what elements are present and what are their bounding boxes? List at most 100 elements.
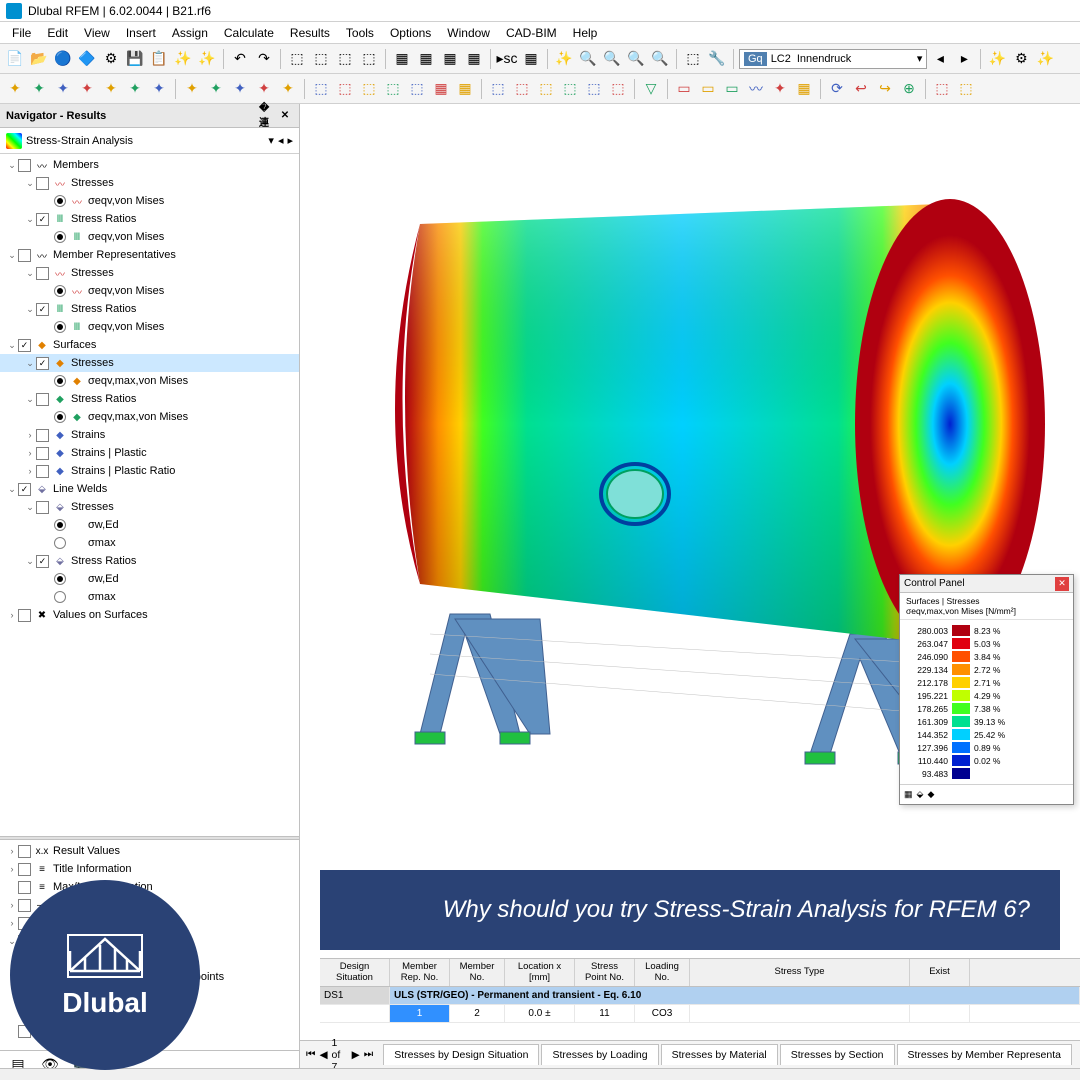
radio[interactable] bbox=[54, 285, 66, 297]
menu-help[interactable]: Help bbox=[565, 26, 606, 40]
toolbar-button[interactable]: ✦ bbox=[124, 78, 146, 100]
tree-item[interactable]: ›✖Values on Surfaces bbox=[0, 606, 299, 624]
toolbar-button[interactable]: ⬚ bbox=[286, 48, 308, 70]
dropdown-icon[interactable]: ▾ bbox=[268, 134, 274, 147]
toolbar-button[interactable]: ✨ bbox=[196, 48, 218, 70]
toolbar-button[interactable]: ⚙ bbox=[100, 48, 122, 70]
tree-item[interactable]: ⌄⬙Stresses bbox=[0, 498, 299, 516]
checkbox[interactable] bbox=[18, 483, 31, 496]
menu-file[interactable]: File bbox=[4, 26, 39, 40]
control-panel[interactable]: Control Panel ✕ Surfaces | Stresses σeqv… bbox=[899, 574, 1074, 805]
toolbar-button[interactable]: ✦ bbox=[4, 78, 26, 100]
toolbar-button[interactable]: ⬚ bbox=[310, 48, 332, 70]
toolbar-button[interactable]: ▦ bbox=[391, 48, 413, 70]
prev-icon[interactable]: ◂ bbox=[278, 134, 284, 147]
radio[interactable] bbox=[54, 591, 66, 603]
tree-item[interactable]: ⌄◆Stress Ratios bbox=[0, 390, 299, 408]
checkbox[interactable] bbox=[18, 609, 31, 622]
checkbox[interactable] bbox=[18, 899, 31, 912]
toolbar-button[interactable]: ✦ bbox=[277, 78, 299, 100]
checkbox[interactable] bbox=[18, 845, 31, 858]
tree-item[interactable]: ◆σeqv,max,von Mises bbox=[0, 372, 299, 390]
toolbar-button[interactable]: ⬚ bbox=[334, 78, 356, 100]
toolbar-button[interactable]: ▭ bbox=[673, 78, 695, 100]
toolbar-button[interactable]: 📂 bbox=[28, 48, 50, 70]
menu-options[interactable]: Options bbox=[382, 26, 439, 40]
toolbar-button[interactable]: ▦ bbox=[454, 78, 476, 100]
tree-item[interactable]: ⌄⬙Line Welds bbox=[0, 480, 299, 498]
cp-tab1-icon[interactable]: ▦ bbox=[904, 789, 913, 800]
toolbar-button[interactable]: ↪ bbox=[874, 78, 896, 100]
toolbar-button[interactable]: ⬚ bbox=[511, 78, 533, 100]
toolbar-button[interactable]: ⬚ bbox=[583, 78, 605, 100]
toolbar-button[interactable]: 🔷 bbox=[76, 48, 98, 70]
control-panel-title[interactable]: Control Panel ✕ bbox=[900, 575, 1073, 593]
toolbar-button[interactable]: 🔍 bbox=[625, 48, 647, 70]
tree-item[interactable]: ⌄⬙Stress Ratios bbox=[0, 552, 299, 570]
toolbar-button[interactable]: ✦ bbox=[181, 78, 203, 100]
toolbar-button[interactable]: ▭ bbox=[697, 78, 719, 100]
tree-item[interactable]: ⌄◆Stresses bbox=[0, 354, 299, 372]
toolbar-button[interactable]: ✦ bbox=[100, 78, 122, 100]
menu-calculate[interactable]: Calculate bbox=[216, 26, 282, 40]
checkbox[interactable] bbox=[36, 429, 49, 442]
table-tab[interactable]: Stresses by Member Representa bbox=[897, 1044, 1072, 1065]
checkbox[interactable] bbox=[18, 249, 31, 262]
toolbar-button[interactable]: ⬚ bbox=[931, 78, 953, 100]
table-tab[interactable]: Stresses by Loading bbox=[541, 1044, 658, 1065]
toolbar-button[interactable]: ⬚ bbox=[310, 78, 332, 100]
toolbar-button[interactable]: ▦ bbox=[430, 78, 452, 100]
checkbox[interactable] bbox=[18, 881, 31, 894]
tree-item[interactable]: ⌄ⅢStress Ratios bbox=[0, 210, 299, 228]
toolbar-button[interactable]: ⬚ bbox=[487, 78, 509, 100]
radio[interactable] bbox=[54, 231, 66, 243]
toolbar-button[interactable]: ✦ bbox=[52, 78, 74, 100]
toolbar-button[interactable]: ↷ bbox=[253, 48, 275, 70]
tree-item[interactable]: ›x.xResult Values bbox=[0, 842, 299, 860]
toolbar-button[interactable]: 🔵 bbox=[52, 48, 74, 70]
menu-cadbim[interactable]: CAD-BIM bbox=[498, 26, 565, 40]
toolbar-button[interactable]: ▦ bbox=[463, 48, 485, 70]
toolbar-button[interactable]: ⬚ bbox=[358, 48, 380, 70]
toolbar-button[interactable]: ✦ bbox=[148, 78, 170, 100]
checkbox[interactable] bbox=[18, 159, 31, 172]
last-page-icon[interactable]: ⏭ bbox=[364, 1048, 373, 1061]
tree-item[interactable]: Ⅲσeqv,von Mises bbox=[0, 228, 299, 246]
tree-item[interactable]: ›◆Strains bbox=[0, 426, 299, 444]
radio[interactable] bbox=[54, 519, 66, 531]
toolbar-button[interactable]: ⬚ bbox=[607, 78, 629, 100]
tree-item[interactable]: ›◆Strains | Plastic bbox=[0, 444, 299, 462]
toolbar-button[interactable]: 〰 bbox=[745, 78, 767, 100]
tree-item[interactable]: ›◆Strains | Plastic Ratio bbox=[0, 462, 299, 480]
tree-item[interactable]: σmax bbox=[0, 588, 299, 606]
toolbar-button[interactable]: ⬚ bbox=[358, 78, 380, 100]
toolbar-button[interactable]: ⬚ bbox=[682, 48, 704, 70]
tree-item[interactable]: ⌄〰Member Representatives bbox=[0, 246, 299, 264]
checkbox[interactable] bbox=[18, 339, 31, 352]
toolbar-button[interactable]: 📋 bbox=[148, 48, 170, 70]
tree-item[interactable]: ›≡Title Information bbox=[0, 860, 299, 878]
checkbox[interactable] bbox=[36, 303, 49, 316]
loadcase-combo[interactable]: GqLC2Innendruck▾ bbox=[739, 49, 927, 69]
toolbar-button[interactable]: ▦ bbox=[520, 48, 542, 70]
table-tab[interactable]: Stresses by Section bbox=[780, 1044, 895, 1065]
toolbar-button[interactable]: ▭ bbox=[721, 78, 743, 100]
menu-insert[interactable]: Insert bbox=[118, 26, 164, 40]
toolbar-button[interactable]: ⊕ bbox=[898, 78, 920, 100]
nav-close-icon[interactable]: ✕ bbox=[277, 108, 293, 124]
toolbar-button[interactable]: ⬚ bbox=[406, 78, 428, 100]
toolbar-button[interactable]: ⬚ bbox=[334, 48, 356, 70]
next-icon[interactable]: ▸ bbox=[287, 134, 293, 147]
radio[interactable] bbox=[54, 537, 66, 549]
prev-page-icon[interactable]: ◀ bbox=[319, 1049, 327, 1061]
toolbar-button[interactable]: ▦ bbox=[415, 48, 437, 70]
checkbox[interactable] bbox=[36, 177, 49, 190]
toolbar-button[interactable]: 🔍 bbox=[577, 48, 599, 70]
checkbox[interactable] bbox=[36, 447, 49, 460]
checkbox[interactable] bbox=[18, 863, 31, 876]
checkbox[interactable] bbox=[36, 555, 49, 568]
toolbar-button[interactable]: 🔧 bbox=[706, 48, 728, 70]
toolbar-button[interactable]: 🔍 bbox=[649, 48, 671, 70]
close-icon[interactable]: ✕ bbox=[1055, 577, 1069, 591]
toolbar-button[interactable]: ✨ bbox=[172, 48, 194, 70]
